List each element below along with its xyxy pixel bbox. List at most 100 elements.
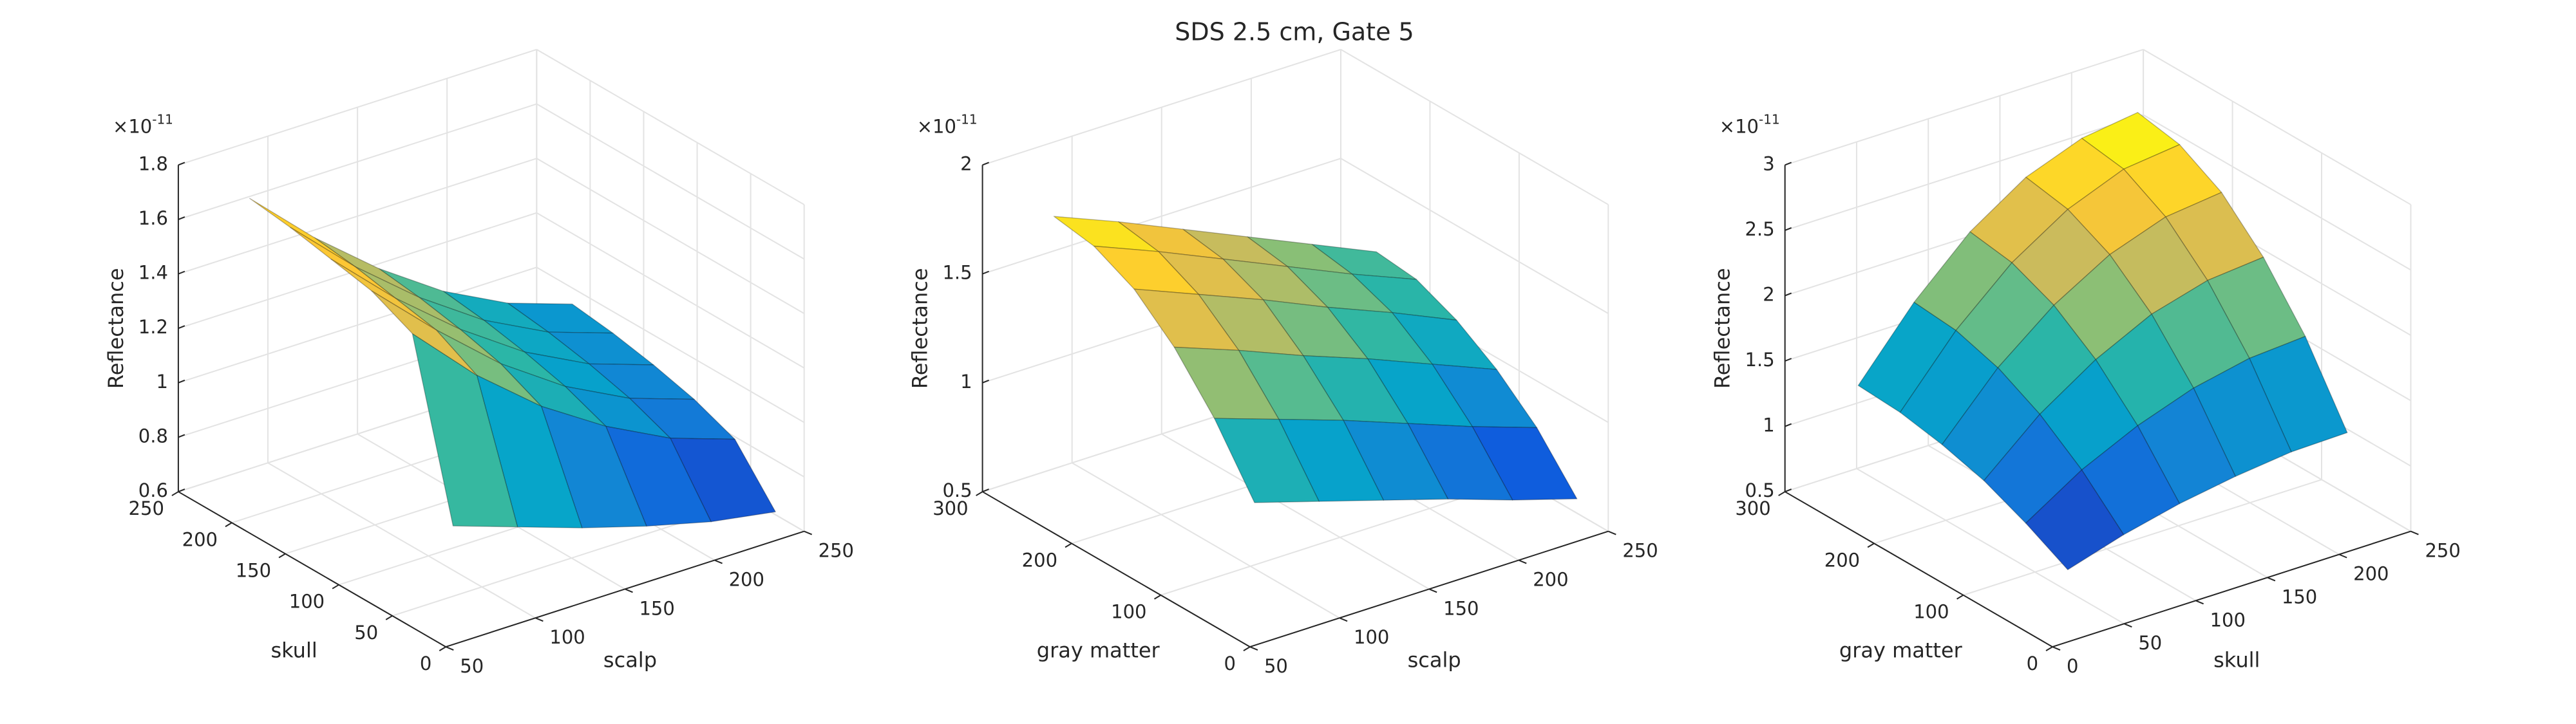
surface-facet [1997, 304, 2096, 415]
z-tick [1785, 358, 1792, 362]
y-axis-label: skull [270, 638, 317, 663]
x-tick [1249, 646, 1258, 651]
z-tick [982, 270, 989, 275]
z-tick-label: 0.8 [138, 425, 168, 447]
surface-facet [249, 198, 355, 267]
x-tick [2410, 530, 2419, 535]
y-tick [1778, 491, 1786, 496]
z-exponent: ×10-11 [113, 111, 173, 138]
figure-title: SDS 2.5 cm, Gate 5 [1175, 18, 1414, 46]
y-axis-line [1785, 491, 2053, 647]
grid-line [1785, 114, 2144, 231]
y-tick [278, 553, 286, 559]
x-tick [1607, 530, 1616, 535]
x-tick-label: 250 [819, 540, 854, 562]
x-tick-label: 150 [1443, 597, 1479, 619]
x-tick-label: 200 [2353, 563, 2389, 585]
exponent-power: -11 [956, 111, 978, 127]
y-tick [1867, 543, 1875, 548]
grid-line [2143, 49, 2411, 205]
surface-facet [1955, 262, 2054, 369]
grid-line [267, 462, 536, 619]
z-tick [178, 270, 185, 275]
x-tick-label: 100 [1354, 626, 1389, 648]
y-tick-label: 50 [354, 622, 378, 644]
x-tick [804, 530, 813, 535]
x-tick-label: 200 [1533, 568, 1568, 590]
x-tick [1339, 617, 1348, 622]
z-axis-label: Reflectance [104, 268, 128, 389]
z-exponent: ×10-11 [917, 111, 978, 138]
y-tick-label: 0 [420, 653, 431, 674]
x-tick [2338, 553, 2347, 559]
y-tick [2045, 646, 2053, 651]
grid-line [982, 158, 1341, 275]
y-tick [976, 491, 983, 496]
surface-facet [540, 405, 647, 528]
grid-line [536, 103, 805, 260]
y-tick [1243, 646, 1251, 651]
x-tick-label: 50 [2138, 632, 2162, 654]
grid-line [1161, 433, 1430, 590]
grid-line [1963, 479, 2322, 596]
x-tick [714, 559, 723, 564]
exponent-power: -11 [152, 111, 173, 127]
surface-facet [1094, 245, 1199, 295]
y-tick-label: 0 [2027, 653, 2038, 674]
x-tick [1518, 559, 1527, 564]
y-tick-label: 100 [1913, 601, 1949, 623]
surface-facet [1214, 418, 1320, 503]
z-tick-label: 2.5 [1745, 218, 1775, 240]
x-tick-label: 50 [460, 655, 484, 677]
z-tick [178, 488, 185, 493]
z-axis-label: Reflectance [908, 268, 933, 389]
y-tick-label: 200 [182, 528, 218, 550]
surface-facet [2137, 387, 2236, 505]
y-tick [332, 584, 339, 589]
x-tick-label: 100 [2210, 609, 2246, 631]
z-tick [982, 162, 989, 166]
grid-line [536, 212, 805, 369]
x-axis-label: scalp [1408, 647, 1461, 672]
grid-line [1340, 158, 1609, 315]
y-axis-line [178, 491, 446, 647]
x-tick [2052, 646, 2061, 651]
y-tick [171, 491, 179, 496]
x-tick-label: 250 [1622, 540, 1658, 562]
z-tick-label: 1.8 [138, 153, 168, 174]
y-tick [1956, 594, 1964, 600]
y-axis-label: gray matter [1037, 638, 1160, 663]
z-tick [1785, 162, 1792, 166]
exponent-base: ×10 [917, 115, 956, 137]
z-tick-label: 0.5 [1745, 479, 1775, 501]
x-tick [2195, 600, 2204, 605]
x-tick-label: 150 [639, 597, 674, 619]
surface-facet [371, 290, 478, 376]
grid-line [536, 266, 805, 423]
y-tick [225, 522, 232, 528]
x-tick [535, 617, 544, 622]
exponent-power: -11 [1759, 111, 1780, 127]
y-tick-label: 300 [1735, 497, 1770, 519]
grid-line [982, 48, 1341, 166]
grid-line [1340, 49, 1609, 205]
y-tick-label: 0 [1224, 653, 1235, 674]
z-tick [982, 488, 989, 493]
z-tick [178, 325, 185, 330]
grid-line [1856, 468, 2125, 625]
y-tick [385, 615, 393, 620]
z-tick-label: 0.5 [942, 479, 972, 501]
y-tick-label: 250 [129, 497, 164, 519]
x-tick-label: 150 [2282, 586, 2317, 608]
z-axis-label: Reflectance [1710, 268, 1735, 389]
y-tick-label: 100 [289, 591, 325, 613]
z-tick-label: 1.6 [138, 207, 168, 229]
z-tick-label: 1.5 [942, 262, 972, 284]
surface-facet [524, 351, 630, 399]
x-tick [445, 646, 454, 651]
surface-facet [1941, 367, 2041, 481]
x-tick-label: 50 [1264, 655, 1288, 677]
y-tick-label: 100 [1111, 601, 1146, 623]
grid-line [2143, 114, 2411, 271]
